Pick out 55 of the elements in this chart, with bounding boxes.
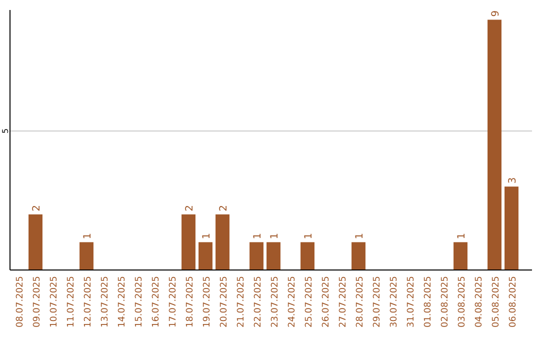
bar <box>28 214 42 270</box>
x-tick-label: 02.08.2025 <box>440 276 450 328</box>
x-tick-label: 08.07.2025 <box>16 276 26 328</box>
bar <box>80 242 94 270</box>
bar <box>300 242 314 270</box>
x-tick-label: 04.08.2025 <box>474 276 484 328</box>
x-tick-label: 14.07.2025 <box>118 276 128 328</box>
bar <box>352 242 366 270</box>
data-label: 1 <box>252 232 264 240</box>
bar <box>488 20 502 270</box>
y-tick-label: 5 <box>1 128 10 134</box>
x-tick-label: 30.07.2025 <box>390 276 400 328</box>
data-label: 2 <box>184 205 196 212</box>
data-label: 1 <box>270 232 280 240</box>
x-tick-label: 31.07.2025 <box>406 276 416 328</box>
x-tick-label: 26.07.2025 <box>322 276 332 328</box>
bar <box>454 242 468 270</box>
data-label: 1 <box>202 232 212 240</box>
x-tick-label: 28.07.2025 <box>356 276 366 328</box>
bar <box>198 242 212 270</box>
x-tick-label: 27.07.2025 <box>338 276 348 328</box>
data-label: 9 <box>490 10 502 17</box>
bar <box>266 242 280 270</box>
x-tick-label: 10.07.2025 <box>50 276 60 328</box>
data-label: 1 <box>456 232 468 240</box>
x-tick-label: 18.07.2025 <box>186 276 196 328</box>
x-tick-label: 22.07.2025 <box>254 276 264 328</box>
x-tick-label: 17.07.2025 <box>168 276 178 328</box>
x-tick-label: 11.07.2025 <box>66 276 76 328</box>
bar <box>216 214 230 270</box>
x-tick-label: 12.07.2025 <box>84 276 94 328</box>
x-tick-label: 16.07.2025 <box>152 276 162 328</box>
x-tick-label: 13.07.2025 <box>100 276 110 328</box>
x-tick-label: 06.08.2025 <box>508 276 518 328</box>
data-label: 2 <box>218 205 230 212</box>
data-label: 1 <box>82 232 94 240</box>
x-tick-label: 19.07.2025 <box>202 276 212 328</box>
x-tick-label: 09.07.2025 <box>32 276 42 328</box>
bar <box>182 214 196 270</box>
x-tick-label: 29.07.2025 <box>372 276 382 328</box>
x-tick-label: 23.07.2025 <box>270 276 280 328</box>
data-label: 3 <box>508 177 518 184</box>
x-tick-label: 03.08.2025 <box>458 276 468 328</box>
x-tick-label: 25.07.2025 <box>304 276 314 328</box>
x-tick-label: 20.07.2025 <box>220 276 230 328</box>
bar <box>250 242 264 270</box>
data-label: 2 <box>32 205 42 212</box>
x-tick-label: 01.08.2025 <box>424 276 434 328</box>
x-tick-label: 05.08.2025 <box>492 276 502 328</box>
x-tick-label: 15.07.2025 <box>134 276 144 328</box>
x-tick-label: 24.07.2025 <box>288 276 298 328</box>
data-label: 1 <box>304 232 314 240</box>
data-label: 1 <box>354 232 366 240</box>
bar <box>504 186 518 270</box>
x-tick-label: 21.07.2025 <box>236 276 246 328</box>
